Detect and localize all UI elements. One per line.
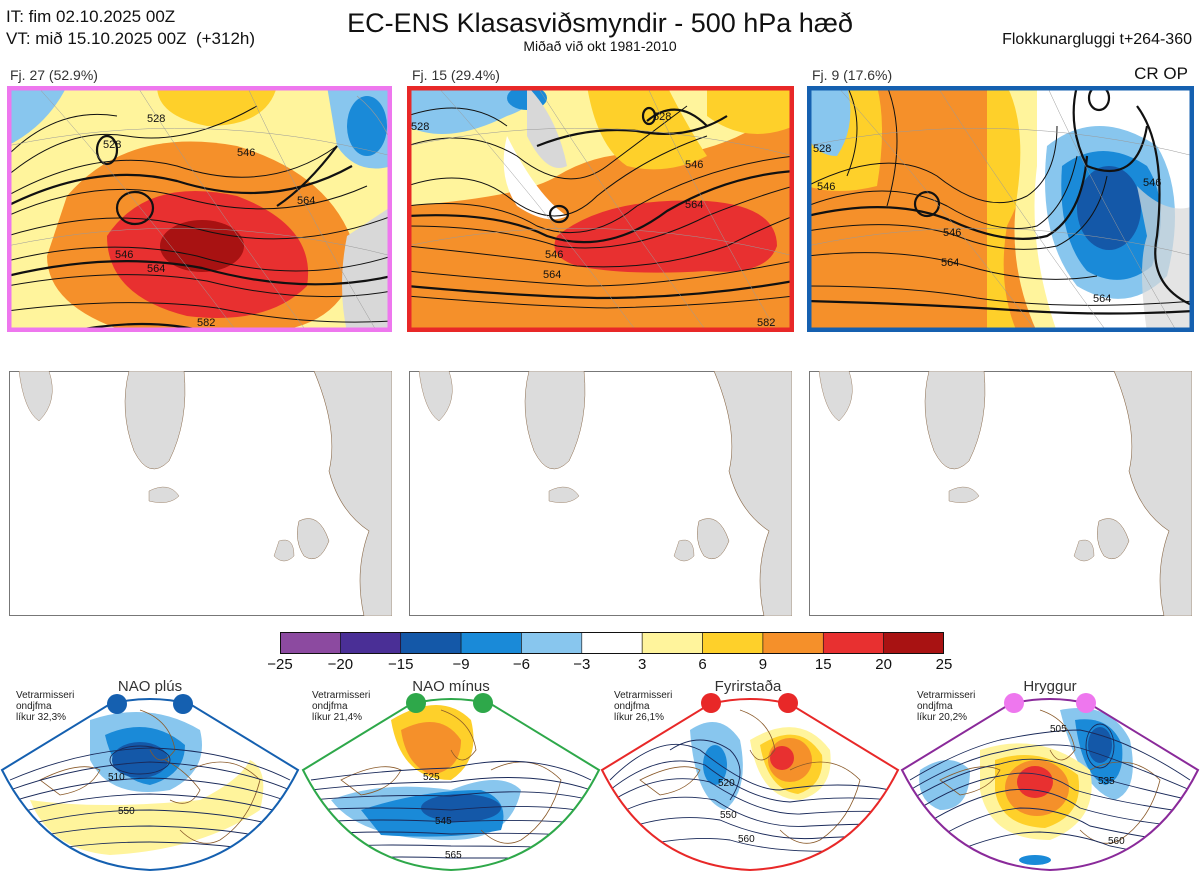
contour-label: 564: [941, 257, 959, 269]
colorbar: [280, 632, 944, 654]
cluster-2-map: 528 546 564 582 528 546 564: [407, 86, 794, 332]
regime-3-map: 520 550 560: [600, 693, 900, 871]
contour-label: 520: [718, 778, 735, 789]
colorbar-tick-label: 20: [875, 656, 892, 673]
colorbar-tick-label: 25: [935, 656, 953, 673]
colorbar-tick-label: −20: [327, 656, 354, 673]
colorbar-cell: [400, 632, 462, 654]
regime-4-dot-left: [1004, 693, 1024, 713]
page-title: EC-ENS Klasasviðsmyndir - 500 hPa hæð: [347, 8, 853, 38]
colorbar-tick-label: −25: [267, 656, 293, 673]
colorbar-tick-label: 9: [758, 656, 768, 673]
regime-4-name: Hryggur: [1023, 678, 1077, 695]
contour-label: 535: [1098, 776, 1115, 787]
colorbar-cell: [280, 632, 341, 654]
contour-label: 546: [817, 181, 835, 193]
contour-label: 525: [423, 772, 440, 783]
contour-label: 564: [543, 269, 561, 281]
cluster-2-frame: [407, 86, 794, 332]
cluster-2-label: Fj. 15 (29.4%): [412, 67, 500, 83]
classification-window: Flokkunargluggi t+264-360: [1002, 31, 1192, 48]
regime-3-dot-left: [701, 693, 721, 713]
contour-label: 564: [147, 263, 165, 275]
regime-1-info: Vetrarmisseri ondjfma líkur 32,3%: [16, 690, 75, 723]
contour-label: 528: [103, 139, 121, 151]
colorbar-cell: [822, 632, 884, 654]
empty-map-2: [409, 371, 792, 616]
regime-1-map: 510 550: [0, 694, 300, 871]
contour-label: 528: [813, 143, 831, 155]
colorbar-cell: [460, 632, 522, 654]
empty-map-1: [9, 371, 392, 616]
contour-label: 582: [757, 317, 775, 329]
regime-2-info: Vetrarmisseri ondjfma líkur 21,4%: [312, 690, 371, 723]
regime-2-dot-right: [473, 693, 493, 713]
contour-label: 550: [118, 806, 135, 817]
page-subtitle: Miðað við okt 1981-2010: [523, 38, 677, 54]
regime-4-info: Vetrarmisseri ondjfma líkur 20,2%: [917, 690, 976, 723]
contour-label: 564: [1093, 293, 1111, 305]
contour-label: 546: [237, 147, 255, 159]
colorbar-tick-label: −9: [452, 656, 470, 673]
colorbar-tick-label: 6: [698, 656, 707, 673]
cluster-1-map: 528 546 564 582 528 546 564: [7, 86, 392, 332]
cluster-1-label: Fj. 27 (52.9%): [10, 67, 98, 83]
regime-4-map: 505 535 560: [900, 693, 1200, 871]
contour-label: 582: [197, 317, 215, 329]
contour-label: 545: [435, 816, 452, 827]
regime-3-info: Vetrarmisseri ondjfma líkur 26,1%: [614, 690, 673, 723]
regime-tag: CR OP: [1134, 64, 1188, 83]
regime-1-dot-left: [107, 694, 127, 714]
regime-2-dot-left: [406, 693, 426, 713]
init-time: IT: fim 02.10.2025 00Z: [6, 7, 176, 26]
colorbar-cell: [581, 632, 643, 654]
regime-1-dot-right: [173, 694, 193, 714]
regime-4-dot-right: [1076, 693, 1096, 713]
colorbar-cell: [521, 632, 583, 654]
colorbar-cell: [641, 632, 703, 654]
colorbar-tick-label: −6: [512, 656, 531, 673]
colorbar-cell: [340, 632, 402, 654]
colorbar-tick-label: −3: [573, 656, 591, 673]
contour-label: 528: [411, 121, 429, 133]
contour-label: 505: [1050, 724, 1067, 735]
regime-3-dot-right: [778, 693, 798, 713]
contour-label: 564: [297, 195, 315, 207]
contour-label: 565: [445, 850, 462, 861]
cluster-3-map: 528 546 564 546 546 564: [807, 86, 1194, 332]
regime-3-name: Fyrirstaða: [714, 678, 782, 695]
empty-map-3: [809, 371, 1192, 616]
colorbar-tick-label: −15: [387, 656, 414, 673]
colorbar-cell: [762, 632, 824, 654]
regime-2-map: 525 545 565: [301, 693, 601, 871]
header-dates: IT: fim 02.10.2025 00Z VT: mið 15.10.202…: [6, 6, 255, 50]
cluster-1-frame: [7, 86, 392, 332]
contour-label: 546: [545, 249, 563, 261]
cluster-3-frame: [807, 86, 1194, 332]
contour-label: 546: [1143, 177, 1161, 189]
contour-label: 528: [653, 111, 671, 123]
contour-label: 564: [685, 199, 703, 211]
contour-label: 546: [115, 249, 133, 261]
colorbar-cell: [702, 632, 764, 654]
contour-label: 546: [685, 159, 703, 171]
contour-label: 550: [720, 810, 737, 821]
contour-label: 560: [738, 834, 755, 845]
contour-label: 528: [147, 113, 165, 125]
contour-label: 560: [1108, 836, 1125, 847]
regime-2-name: NAO mínus: [412, 678, 490, 695]
colorbar-cell: [883, 632, 944, 654]
colorbar-tick-label: 3: [638, 656, 647, 673]
contour-label: 510: [108, 772, 125, 783]
contour-label: 546: [943, 227, 961, 239]
valid-time: VT: mið 15.10.2025 00Z (+312h): [6, 29, 256, 48]
colorbar-tick-label: 15: [814, 656, 832, 673]
cluster-3-label: Fj. 9 (17.6%): [812, 67, 893, 83]
regime-1-name: NAO plús: [117, 678, 183, 695]
